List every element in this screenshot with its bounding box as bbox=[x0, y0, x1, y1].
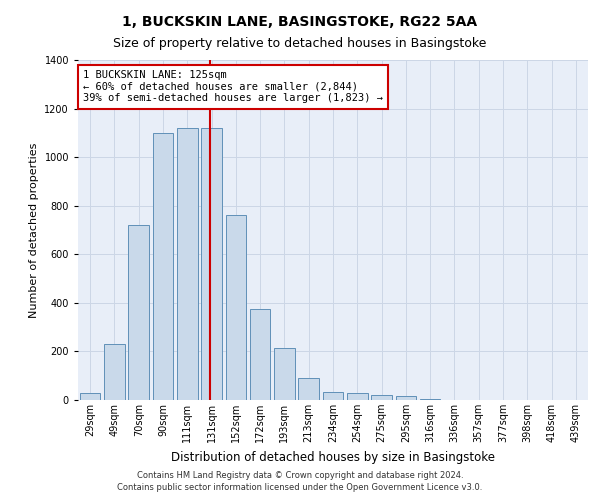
Bar bbox=[395, 396, 416, 400]
Bar bbox=[298, 378, 319, 400]
Bar bbox=[177, 128, 197, 400]
Y-axis label: Number of detached properties: Number of detached properties bbox=[29, 142, 39, 318]
Bar bbox=[274, 348, 295, 400]
Bar bbox=[420, 399, 440, 400]
Bar bbox=[104, 344, 125, 400]
Text: Contains HM Land Registry data © Crown copyright and database right 2024.
Contai: Contains HM Land Registry data © Crown c… bbox=[118, 471, 482, 492]
Bar bbox=[323, 392, 343, 400]
Bar bbox=[347, 392, 368, 400]
Bar bbox=[128, 225, 149, 400]
Text: Size of property relative to detached houses in Basingstoke: Size of property relative to detached ho… bbox=[113, 38, 487, 51]
Bar bbox=[226, 216, 246, 400]
Bar bbox=[152, 133, 173, 400]
Text: 1 BUCKSKIN LANE: 125sqm
← 60% of detached houses are smaller (2,844)
39% of semi: 1 BUCKSKIN LANE: 125sqm ← 60% of detache… bbox=[83, 70, 383, 103]
Bar bbox=[201, 128, 222, 400]
Bar bbox=[250, 309, 271, 400]
Text: 1, BUCKSKIN LANE, BASINGSTOKE, RG22 5AA: 1, BUCKSKIN LANE, BASINGSTOKE, RG22 5AA bbox=[122, 15, 478, 29]
Bar bbox=[371, 395, 392, 400]
Bar bbox=[80, 392, 100, 400]
X-axis label: Distribution of detached houses by size in Basingstoke: Distribution of detached houses by size … bbox=[171, 450, 495, 464]
